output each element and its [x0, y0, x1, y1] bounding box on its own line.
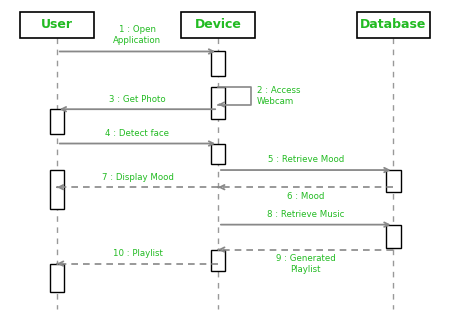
Bar — [386, 225, 401, 248]
Bar — [181, 12, 255, 38]
Text: 9 : Generated
Playlist: 9 : Generated Playlist — [276, 254, 336, 274]
Bar — [50, 264, 64, 292]
Text: 5 : Retrieve Mood: 5 : Retrieve Mood — [268, 155, 344, 164]
Bar — [211, 144, 225, 164]
Bar — [50, 170, 64, 209]
Text: 2 : Access
Webcam: 2 : Access Webcam — [257, 86, 301, 106]
Text: 10 : Playlist: 10 : Playlist — [112, 249, 163, 258]
Bar — [211, 87, 225, 119]
Text: 7 : Display Mood: 7 : Display Mood — [101, 173, 173, 182]
Text: 8 : Retrieve Music: 8 : Retrieve Music — [267, 210, 345, 219]
Text: 3 : Get Photo: 3 : Get Photo — [109, 95, 166, 104]
Text: Device: Device — [195, 18, 241, 32]
Text: Database: Database — [360, 18, 427, 32]
Bar — [20, 12, 94, 38]
Text: User: User — [41, 18, 73, 32]
Text: 6 : Mood: 6 : Mood — [287, 192, 324, 201]
Bar — [211, 250, 225, 271]
Bar — [211, 51, 225, 76]
Bar — [356, 12, 430, 38]
Text: 1 : Open
Application: 1 : Open Application — [113, 25, 162, 45]
Text: 4 : Detect face: 4 : Detect face — [105, 129, 170, 138]
Bar — [50, 109, 64, 134]
Bar — [386, 170, 401, 192]
